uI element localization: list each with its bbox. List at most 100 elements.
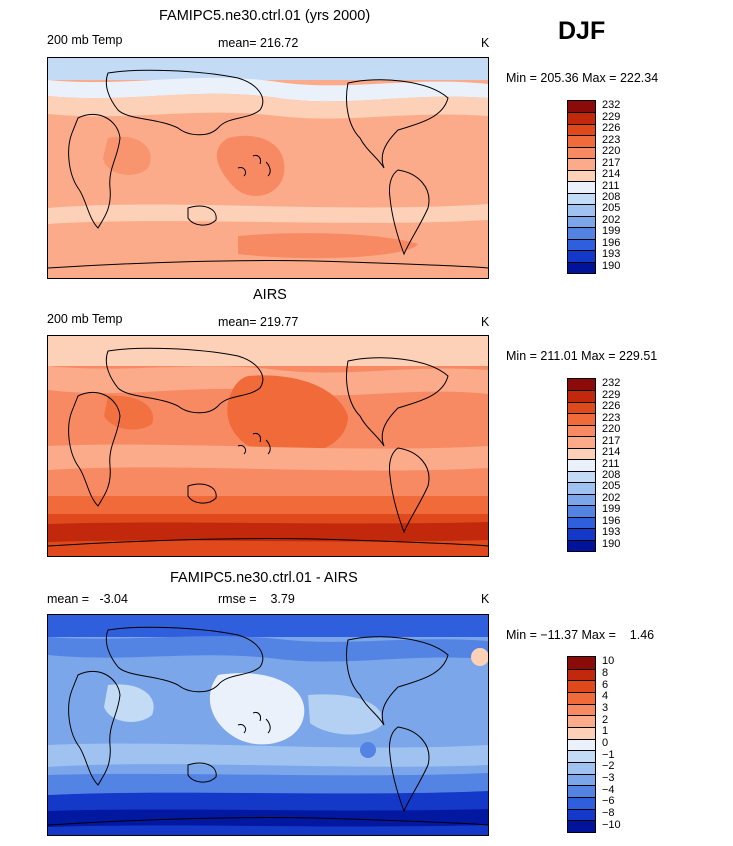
colorbar-segment [568,181,595,193]
colorbar-tick-label: 217 [602,434,621,447]
panel-1-title: FAMIPC5.ne30.ctrl.01 (yrs 2000) [159,8,371,24]
panel-3-mean-label: mean = -3.04 [47,592,128,606]
colorbar-segment [568,447,595,460]
panel-2-mean-label: mean= 219.77 [218,315,299,329]
colorbar-segment [568,169,595,182]
continent-outlines [48,626,488,826]
colorbar-segment [568,482,595,494]
panel-2-map [47,335,489,557]
colorbar-segment [568,493,595,506]
midlat-band [48,93,488,119]
panel-1-mean-label: mean= 216.72 [218,36,299,50]
colorbar-tick-label: 3 [602,702,609,714]
colorbar-segment [568,657,595,669]
colorbar-tick-label: 208 [602,468,621,481]
colorbar-tick-label: 8 [602,667,609,679]
colorbar-segment [568,505,595,517]
colorbar-tick-label: 214 [602,446,621,459]
colorbar-tick-label: 223 [602,133,621,146]
colorbar-segment [568,227,595,239]
colorbar-segment [568,762,595,774]
southern-band-1 [48,496,488,514]
colorbar-tick-label: 190 [602,537,621,550]
colorbar-segment [568,379,595,391]
southern-band-3 [48,809,488,827]
colorbar-tick-label: −2 [602,760,615,773]
colorbar-segment [568,158,595,170]
panel-1-units-label: K [481,36,490,50]
panel-3-rmse-label: rmse = 3.79 [218,592,295,606]
colorbar-tick-label: −3 [602,772,615,784]
colorbar-tick-label: −6 [602,795,615,808]
panel-1-colorbar [567,100,596,274]
colorbar-segment [568,101,595,113]
colorbar-tick-label: 10 [602,655,615,668]
colorbar-segment [568,413,595,425]
colorbar-tick-label: 205 [602,202,621,215]
panel-2-variable-label: 200 mb Temp [47,312,123,326]
colorbar-segment [568,390,595,402]
colorbar-tick-label: 223 [602,411,621,424]
colorbar-tick-label: 214 [602,168,621,181]
colorbar-tick-label: 220 [602,145,621,158]
panel-2-units-label: K [481,315,490,329]
colorbar-tick-label: 232 [602,377,621,390]
colorbar-tick-label: 196 [602,514,621,527]
colorbar-segment [568,112,595,124]
southern-warm-band [238,233,418,259]
colorbar-tick-label: 229 [602,388,621,401]
colorbar-tick-label: 4 [602,690,609,703]
colorbar-segment [568,692,595,704]
panel-3-title: FAMIPC5.ne30.ctrl.01 - AIRS [170,570,358,586]
panel-3-map [47,614,489,836]
colorbar-segment [568,436,595,448]
near-zero-pool [209,673,305,745]
colorbar-tick-label: −1 [602,748,615,761]
colorbar-segment [568,668,595,681]
colorbar-tick-label: 220 [602,423,621,436]
colorbar-tick-label: 211 [602,457,620,470]
colorbar-segment [568,238,595,251]
warm-pool-1 [227,375,348,456]
colorbar-segment [568,459,595,471]
colorbar-segment [568,808,595,821]
colorbar-tick-label: 190 [602,259,621,272]
colorbar-tick-label: 211 [602,179,620,192]
southern-light-band [48,204,488,224]
colorbar-segment [568,785,595,797]
colorbar-segment [568,715,595,727]
colorbar-segment [568,539,595,551]
colorbar-tick-label: 205 [602,480,621,493]
colorbar-tick-label: 232 [602,99,621,112]
colorbar-segment [568,470,595,483]
tropical-band [48,444,488,471]
colorbar-segment [568,820,595,832]
southern-band-1 [48,773,488,795]
colorbar-tick-label: 202 [602,213,621,226]
panel-2-title: AIRS [253,287,287,303]
positive-spot [471,648,488,666]
colorbar-segment [568,680,595,692]
panel-1-map [47,57,489,279]
colorbar-tick-label: 6 [602,678,609,691]
colorbar-tick-label: −10 [602,818,621,831]
colorbar-tick-label: 217 [602,156,621,169]
colorbar-segment [568,261,595,273]
panel-2-colorbar [567,378,596,552]
colorbar-segment [568,516,595,529]
continent-outlines [48,347,488,547]
colorbar-tick-label: 196 [602,236,621,249]
colorbar-segment [568,401,595,414]
colorbar-tick-label: 0 [602,737,609,749]
southern-band-3 [48,522,488,542]
colorbar-segment [568,750,595,762]
colorbar-segment [568,738,595,751]
colorbar-segment [568,192,595,205]
colorbar-tick-label: 229 [602,110,621,123]
colorbar-segment [568,135,595,147]
season-label: DJF [558,17,606,45]
tropical-band [48,743,488,767]
colorbar-tick-label: −8 [602,807,615,819]
colorbar-segment [568,773,595,786]
colorbar-segment [568,424,595,437]
